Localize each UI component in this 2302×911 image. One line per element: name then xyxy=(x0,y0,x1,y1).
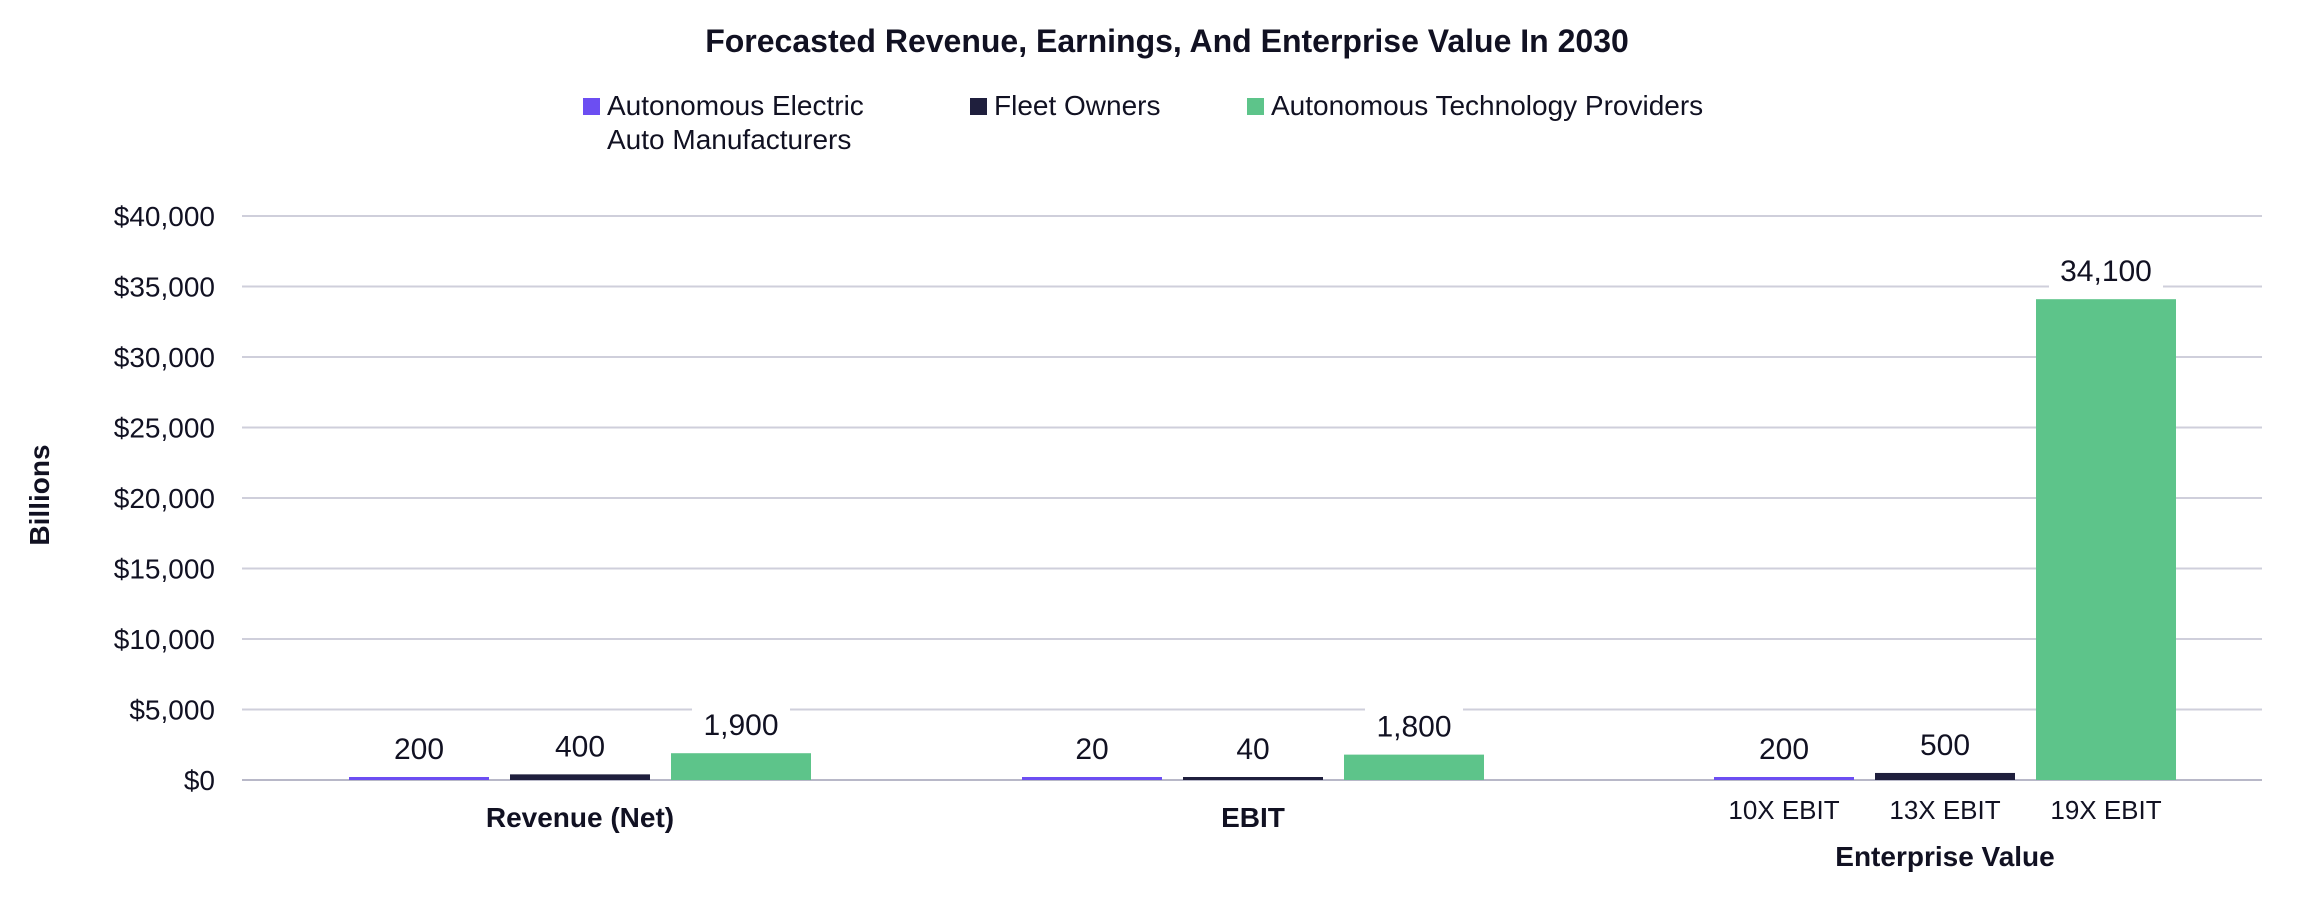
data-label-background xyxy=(1751,729,1817,769)
bar xyxy=(1022,777,1162,780)
data-label-background xyxy=(692,705,790,746)
bar xyxy=(1714,777,1854,780)
data-label-background xyxy=(1067,729,1117,769)
data-label: 500 xyxy=(1920,729,1970,762)
data-label-background xyxy=(547,726,613,767)
data-label-background xyxy=(1912,724,1978,765)
data-label-background xyxy=(1365,706,1463,747)
legend-label: Autonomous Technology Providers xyxy=(1271,90,1703,121)
x-sub-tick-label: 19X EBIT xyxy=(2050,795,2161,825)
data-label: 40 xyxy=(1236,733,1269,766)
legend-label: Auto Manufacturers xyxy=(607,124,851,155)
data-label: 1,800 xyxy=(1376,711,1451,744)
data-label-background xyxy=(386,729,452,769)
x-category-label: Enterprise Value xyxy=(1835,841,2054,872)
bar xyxy=(1183,777,1323,780)
y-tick-label: $20,000 xyxy=(114,483,215,514)
data-label: 200 xyxy=(394,733,444,766)
legend-swatch xyxy=(970,98,987,115)
x-sub-tick-label: 13X EBIT xyxy=(1889,795,2000,825)
y-tick-label: $0 xyxy=(184,765,215,796)
y-tick-label: $40,000 xyxy=(114,201,215,232)
y-tick-label: $10,000 xyxy=(114,624,215,655)
legend-label: Fleet Owners xyxy=(994,90,1161,121)
y-tick-label: $35,000 xyxy=(114,272,215,303)
chart-title: Forecasted Revenue, Earnings, And Enterp… xyxy=(705,23,1629,59)
bar xyxy=(1875,772,2015,780)
legend-swatch xyxy=(583,98,600,115)
y-axis: $0 $5,000 $10,000 $15,000 $20,000 $25,000 $30,… xyxy=(114,201,215,796)
data-label: 1,900 xyxy=(703,709,778,742)
bars xyxy=(349,299,2176,780)
bar xyxy=(349,777,489,780)
data-labels: 200 400 1,900 20 40 1,800 200 500 34,100 xyxy=(386,251,2163,769)
bar xyxy=(671,753,811,780)
data-label: 20 xyxy=(1075,733,1108,766)
x-category-label: EBIT xyxy=(1221,802,1285,833)
data-label-background xyxy=(2049,251,2163,292)
y-tick-label: $15,000 xyxy=(114,554,215,585)
data-label: 34,100 xyxy=(2060,255,2152,288)
legend-swatch xyxy=(1247,98,1264,115)
x-axis: Revenue (Net) EBIT 10X EBIT 13X EBIT 19X EBI… xyxy=(486,795,2162,872)
y-tick-label: $25,000 xyxy=(114,413,215,444)
y-tick-label: $5,000 xyxy=(129,695,215,726)
legend-label: Autonomous Electric xyxy=(607,90,864,121)
y-tick-label: $30,000 xyxy=(114,342,215,373)
legend-item: Fleet Owners xyxy=(970,90,1161,121)
data-label: 400 xyxy=(555,730,605,763)
bar xyxy=(510,774,650,780)
data-label: 200 xyxy=(1759,733,1809,766)
x-category-label: Revenue (Net) xyxy=(486,802,674,833)
y-axis-label: Billions xyxy=(24,444,55,545)
bar xyxy=(1344,754,1484,780)
bar xyxy=(2036,299,2176,780)
legend-item: Autonomous Technology Providers xyxy=(1247,90,1703,121)
x-sub-tick-label: 10X EBIT xyxy=(1728,795,1839,825)
data-label-background xyxy=(1228,729,1278,769)
gridlines xyxy=(242,215,2262,781)
